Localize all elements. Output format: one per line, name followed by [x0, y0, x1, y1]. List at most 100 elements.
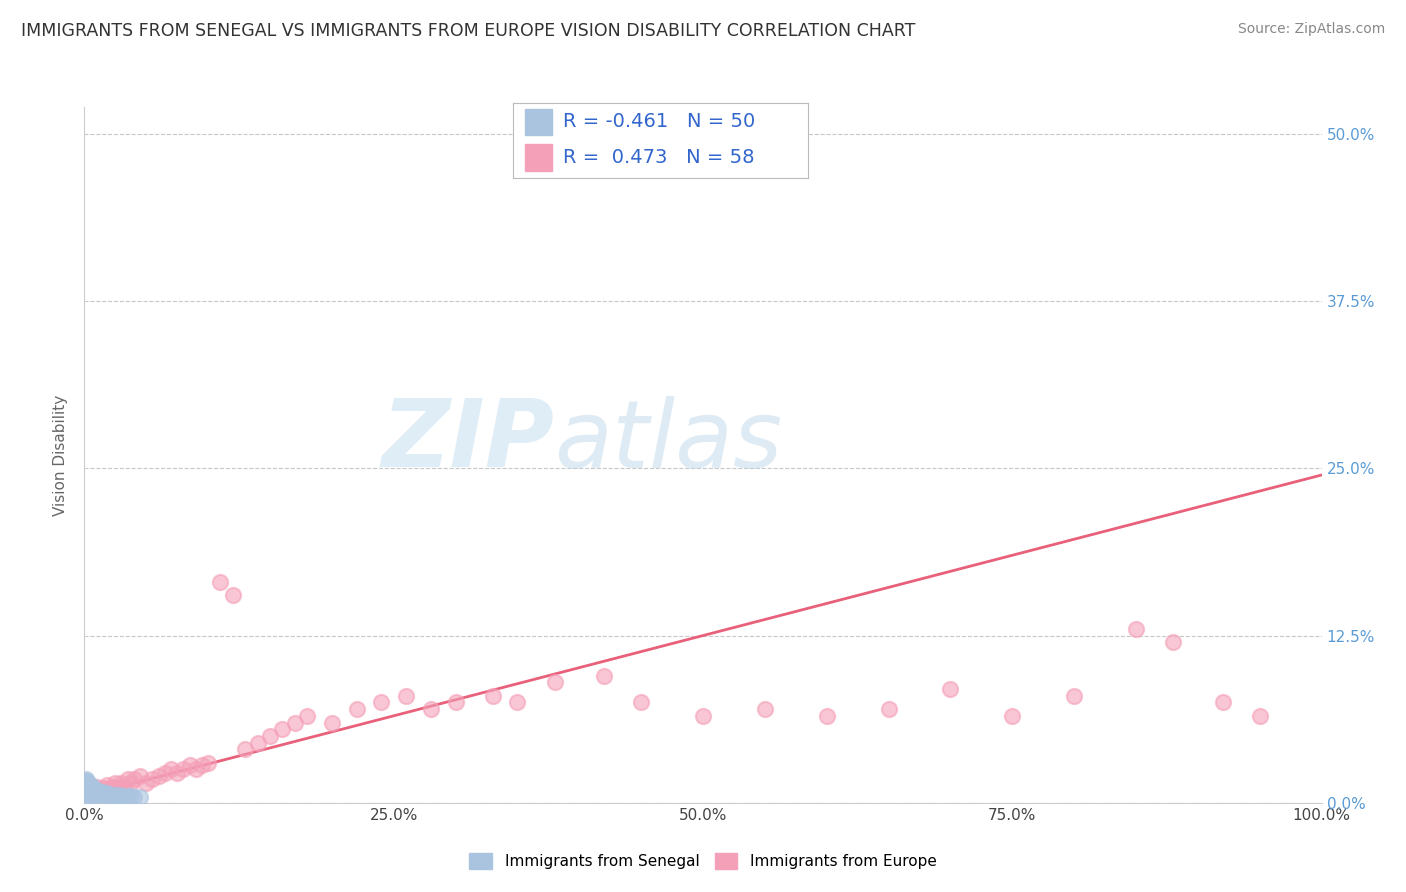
Point — [77, 780, 100, 794]
Point — [76, 787, 98, 801]
Point — [86, 784, 108, 797]
Bar — [524, 145, 551, 171]
Point — [197, 756, 219, 770]
Point — [295, 708, 318, 723]
Text: atlas: atlas — [554, 395, 783, 486]
Point — [1063, 689, 1085, 703]
Point — [76, 778, 98, 793]
Point — [73, 782, 96, 797]
Point — [89, 785, 111, 799]
Point — [419, 702, 441, 716]
Point — [120, 775, 142, 790]
Point — [1161, 635, 1184, 649]
Point — [135, 775, 157, 790]
Point — [75, 780, 97, 794]
Point — [83, 784, 105, 797]
Point — [110, 775, 132, 790]
Point — [630, 696, 652, 710]
Point — [73, 789, 96, 803]
Point — [98, 788, 121, 802]
Point — [1001, 708, 1024, 723]
Point — [877, 702, 900, 716]
Point — [939, 681, 962, 696]
Point — [346, 702, 368, 716]
Point — [117, 789, 139, 803]
Point — [96, 778, 118, 793]
Point — [103, 788, 125, 802]
Point — [129, 790, 152, 805]
Point — [543, 675, 565, 690]
Point — [112, 780, 135, 794]
Point — [191, 758, 214, 772]
Point — [90, 785, 112, 799]
Point — [100, 780, 122, 794]
Point — [593, 669, 616, 683]
Point — [84, 782, 107, 797]
Bar — [524, 109, 551, 136]
Point — [259, 729, 281, 743]
Point — [75, 785, 97, 799]
Point — [86, 788, 108, 802]
Point — [120, 789, 142, 803]
Text: R =  0.473   N = 58: R = 0.473 N = 58 — [564, 148, 755, 167]
Point — [77, 784, 100, 797]
Point — [222, 589, 245, 603]
Point — [112, 789, 135, 803]
Point — [370, 696, 392, 710]
Point — [83, 782, 105, 797]
Point — [98, 782, 121, 797]
Point — [166, 766, 188, 780]
Point — [108, 788, 131, 802]
Point — [79, 785, 101, 799]
Point — [1249, 708, 1271, 723]
Point — [122, 772, 145, 786]
Point — [73, 775, 96, 790]
Point — [172, 762, 194, 776]
Point — [160, 762, 183, 776]
Point — [79, 785, 101, 799]
Text: ZIP: ZIP — [381, 395, 554, 487]
Point — [91, 781, 114, 796]
Y-axis label: Vision Disability: Vision Disability — [53, 394, 69, 516]
Text: IMMIGRANTS FROM SENEGAL VS IMMIGRANTS FROM EUROPE VISION DISABILITY CORRELATION : IMMIGRANTS FROM SENEGAL VS IMMIGRANTS FR… — [21, 22, 915, 40]
Point — [97, 788, 120, 802]
Point — [79, 781, 101, 796]
Text: Source: ZipAtlas.com: Source: ZipAtlas.com — [1237, 22, 1385, 37]
Point — [73, 782, 96, 797]
Point — [110, 789, 132, 803]
Point — [209, 575, 232, 590]
Point — [153, 766, 176, 780]
Point — [184, 762, 207, 776]
Point — [86, 780, 108, 794]
Point — [79, 787, 101, 801]
Point — [754, 702, 776, 716]
Text: R = -0.461   N = 50: R = -0.461 N = 50 — [564, 112, 755, 131]
Point — [395, 689, 418, 703]
Point — [321, 715, 343, 730]
Point — [96, 787, 118, 801]
Point — [233, 742, 256, 756]
Point — [271, 723, 294, 737]
Point — [506, 696, 529, 710]
Point — [89, 784, 111, 797]
Point — [93, 787, 115, 801]
Point — [80, 788, 103, 802]
Point — [77, 788, 100, 802]
Point — [82, 782, 104, 797]
Point — [94, 788, 117, 802]
Point — [87, 787, 110, 801]
Point — [79, 782, 101, 797]
Point — [84, 787, 107, 801]
Point — [1125, 622, 1147, 636]
Point — [129, 769, 152, 783]
Point — [77, 775, 100, 790]
Point — [75, 772, 97, 786]
Point — [76, 774, 98, 789]
Point — [80, 784, 103, 797]
Point — [179, 758, 201, 772]
Point — [83, 788, 105, 802]
Point — [79, 778, 101, 793]
Point — [91, 788, 114, 802]
Point — [108, 780, 131, 794]
Point — [1212, 696, 1234, 710]
